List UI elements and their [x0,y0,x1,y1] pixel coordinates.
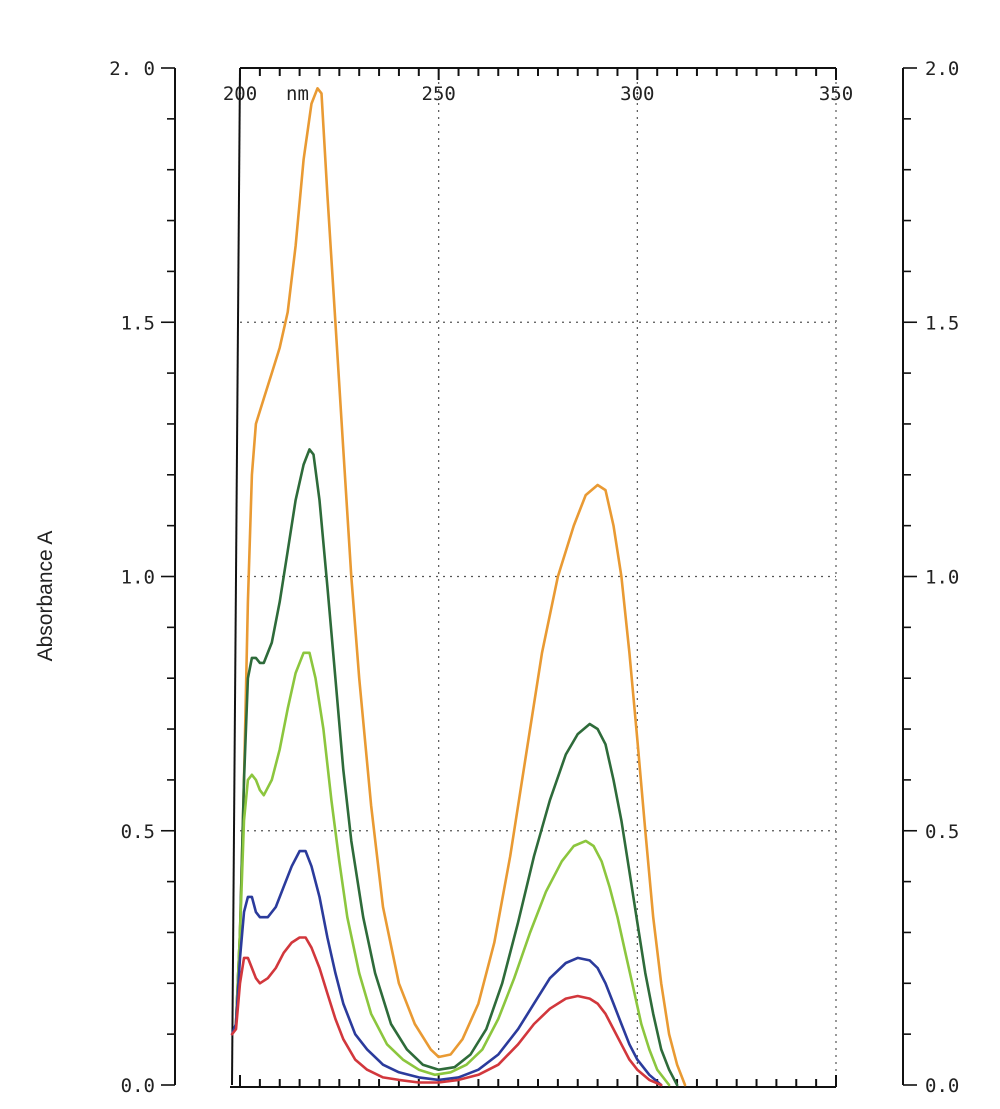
y-tick-label-left: 0.0 [121,1075,155,1097]
tick-labels: 0.0 0.0 0.5 0.5 1.0 1.0 1.5 1.5 2. 0 2.0 200 250 300… [109,58,959,1097]
y-tick-label-right: 2.0 [925,58,959,80]
y-tick-label-right: 0.0 [925,1075,959,1097]
x-tick-label: 250 [422,83,456,105]
x-axis-label: nm [286,83,309,105]
y-axis-label: Absorbance A [34,531,57,662]
y-tick-label-left: 1.0 [121,567,155,589]
y-tick-label-left: 2. 0 [109,58,155,80]
y-tick-label-left: 1.5 [121,312,155,334]
y-tick-label-left: 0.5 [121,821,155,843]
y-tick-label-right: 1.0 [925,567,959,589]
series-group [230,87,687,1087]
series-line [234,651,671,1087]
x-tick-label: 350 [819,83,853,105]
series-line [230,849,663,1087]
plot-left-border [231,67,241,1086]
series-line [234,448,679,1087]
series-line [230,936,663,1087]
y-tick-label-right: 1.5 [925,312,959,334]
x-tick-label: 200 [223,83,257,105]
x-tick-label: 300 [620,83,654,105]
axes [161,67,917,1088]
y-tick-label-right: 0.5 [925,821,959,843]
series-line [234,87,687,1087]
